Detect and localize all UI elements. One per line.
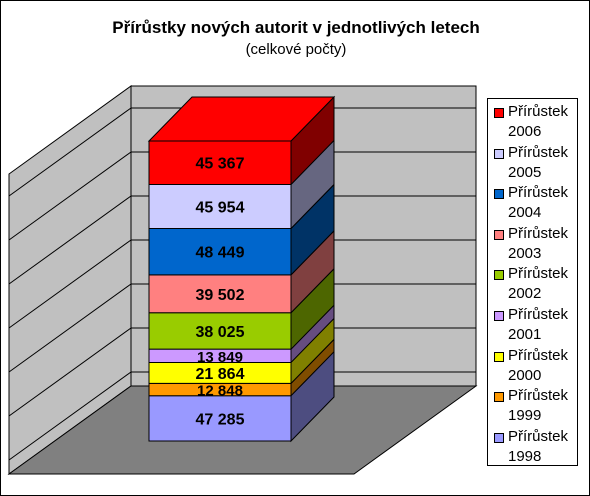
legend-item: Přírůstek 2006 xyxy=(492,101,578,141)
gridline xyxy=(8,371,132,461)
legend-item: Přírůstek 1999 xyxy=(492,385,578,425)
bar-segment: 45 954 xyxy=(148,139,335,230)
legend-swatch xyxy=(494,311,504,321)
legend-swatch xyxy=(494,148,504,159)
legend-label: Přírůstek 2004 xyxy=(508,184,569,222)
gridline xyxy=(8,283,132,373)
data-label: 45 954 xyxy=(196,199,245,216)
legend-item: Přírůstek 2003 xyxy=(492,223,578,263)
chart-subtitle: (celkové počty) xyxy=(245,41,347,58)
legend-swatch xyxy=(494,432,504,443)
legend-item: Přírůstek 1998 xyxy=(492,426,578,466)
gridline xyxy=(8,239,132,329)
data-label: 39 502 xyxy=(196,287,245,304)
legend-swatch xyxy=(494,189,504,200)
legend: Přírůstek 2006 Přírůstek 2005 Přírůstek 20… xyxy=(487,98,578,466)
gridline xyxy=(8,151,132,241)
gridline xyxy=(8,195,132,285)
gridline xyxy=(8,107,132,197)
data-label: 38 025 xyxy=(196,324,245,341)
legend-swatch xyxy=(494,229,504,240)
legend-item: Přírůstek 2004 xyxy=(492,182,578,222)
gridline xyxy=(8,327,132,417)
data-label: 21 864 xyxy=(196,366,245,383)
legend-label: Přírůstek 2001 xyxy=(508,306,569,343)
legend-item: Přírůstek 2000 xyxy=(492,345,578,385)
bar-segment: 39 502 xyxy=(148,229,335,314)
data-label: 45 367 xyxy=(196,156,245,173)
data-label: 12 848 xyxy=(197,383,243,400)
bar-segment: 12 848 xyxy=(148,338,335,400)
bar-segment: 13 849 xyxy=(148,303,335,366)
legend-swatch xyxy=(494,351,504,362)
legend-swatch xyxy=(494,270,504,281)
bar-segment: 21 864 xyxy=(148,317,335,385)
legend-swatch xyxy=(494,392,504,403)
bar-segment-top xyxy=(147,96,336,142)
bar-segment: 38 025 xyxy=(148,267,335,351)
legend-label: Přírůstek 2003 xyxy=(508,224,569,262)
legend-label: Přírůstek 2006 xyxy=(508,103,569,140)
legend-label: Přírůstek 2000 xyxy=(508,346,569,384)
legend-label: Přírůstek 1998 xyxy=(508,427,569,465)
legend-swatch xyxy=(494,108,504,118)
bar-segment: 47 285 xyxy=(148,350,335,443)
legend-label: Přírůstek 1999 xyxy=(508,387,569,425)
data-label: 48 449 xyxy=(196,245,245,262)
legend-item: Přírůstek 2002 xyxy=(492,263,578,303)
data-label: 13 849 xyxy=(197,349,243,366)
bar-segment: 48 449 xyxy=(148,183,335,277)
data-label: 47 285 xyxy=(196,411,245,428)
legend-label: Přírůstek 2002 xyxy=(508,265,569,303)
chart-title: Přírůstky nových autorit v jednotlivých … xyxy=(112,18,480,37)
legend-label: Přírůstek 2005 xyxy=(508,143,569,181)
legend-item: Přírůstek 2005 xyxy=(492,142,578,182)
bar-segment: 45 367 xyxy=(147,95,336,186)
legend-item: Přírůstek 2001 xyxy=(492,304,578,344)
